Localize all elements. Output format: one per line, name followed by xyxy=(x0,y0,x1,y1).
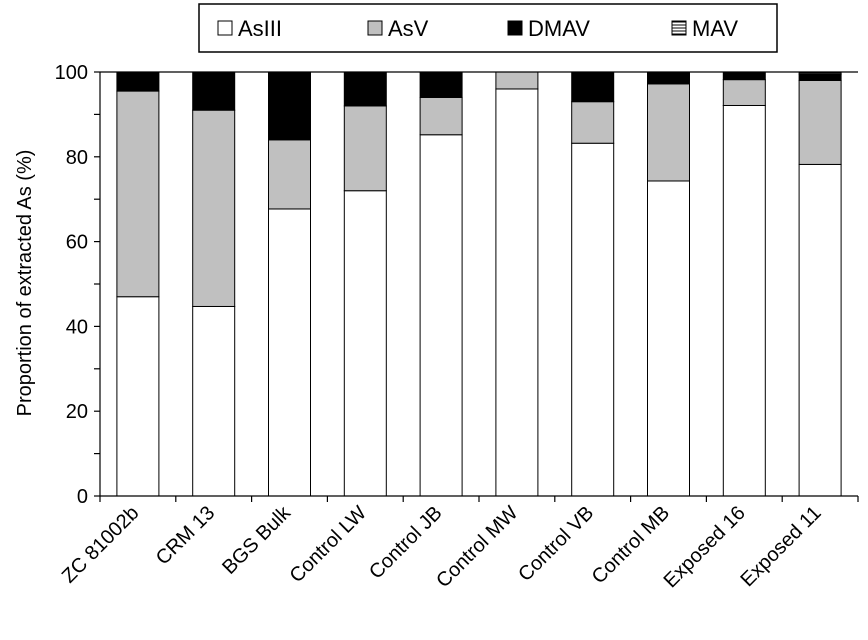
bar-segment-dmav-1 xyxy=(192,71,236,111)
legend-frame xyxy=(198,3,778,53)
bar-segment-dmav-7 xyxy=(647,71,690,85)
x-tick-label-9: Exposed 11 xyxy=(736,502,825,591)
bar-segment-asiii-3 xyxy=(343,190,387,497)
x-tick-label-8: Exposed 16 xyxy=(660,502,750,592)
y-tick-label-80: 80 xyxy=(66,147,88,169)
bar-segment-dmav-4 xyxy=(419,71,463,98)
x-tick-label-0: ZC 81002b xyxy=(58,502,144,588)
x-tick-label-1: CRM 13 xyxy=(152,502,219,569)
bar-segment-asiii-5 xyxy=(495,88,539,497)
bar-segment-asiii-1 xyxy=(192,305,236,497)
y-tick-label-40: 40 xyxy=(66,316,88,338)
legend-label-dmav: DMAV xyxy=(528,16,590,41)
x-tick-label-2: BGS Bulk xyxy=(218,501,296,579)
bar-segment-asv-3 xyxy=(343,105,387,192)
legend: AsIII AsV DMAV MAV xyxy=(198,3,778,53)
y-axis: 0 20 40 60 80 100 xyxy=(55,62,101,508)
bar-segment-asiii-7 xyxy=(647,180,690,497)
bar-segment-asiii-8 xyxy=(722,105,766,497)
legend-swatch-asiii xyxy=(217,20,233,36)
bar-segment-asv-9 xyxy=(798,79,842,165)
bar-segment-asv-6 xyxy=(571,101,615,144)
x-tick-label-4: Control JB xyxy=(365,502,447,584)
bar-segment-dmav-9 xyxy=(798,73,842,81)
y-axis-title: Proportion of extracted As (%) xyxy=(14,150,36,417)
bar-segment-asiii-0 xyxy=(116,296,160,497)
y-tick-label-60: 60 xyxy=(66,232,88,254)
legend-swatch-dmav xyxy=(507,20,523,36)
bar-segment-asiii-4 xyxy=(419,134,463,497)
legend-items: AsIII AsV DMAV MAV xyxy=(217,16,738,41)
bar-segment-asv-2 xyxy=(268,139,311,210)
bar-segment-dmav-0 xyxy=(116,71,160,92)
bar-segment-dmav-2 xyxy=(268,71,311,141)
x-tick-label-6: Control VB xyxy=(514,502,598,586)
bar-segment-asiii-9 xyxy=(798,163,842,497)
bar-segment-dmav-3 xyxy=(343,71,387,107)
bar-segment-asv-5 xyxy=(495,71,539,90)
bar-segment-asv-0 xyxy=(116,90,160,298)
legend-swatch-asv xyxy=(367,20,383,36)
x-tick-label-3: Control LW xyxy=(286,502,371,587)
legend-label-mav: MAV xyxy=(692,16,738,41)
bar-segment-asv-4 xyxy=(419,96,463,136)
y-tick-label-100: 100 xyxy=(55,62,88,84)
bar-segment-dmav-6 xyxy=(571,71,615,103)
bar-segment-asiii-2 xyxy=(268,208,311,497)
bar-segment-asv-8 xyxy=(722,79,766,106)
bar-segment-asv-1 xyxy=(192,109,236,307)
legend-label-asiii: AsIII xyxy=(238,16,282,41)
legend-swatch-mav xyxy=(671,20,687,36)
y-tick-label-20: 20 xyxy=(66,401,88,423)
legend-label-asv: AsV xyxy=(388,16,429,41)
bar-segment-dmav-8 xyxy=(722,71,766,81)
plot-area xyxy=(100,71,858,497)
y-tick-label-0: 0 xyxy=(77,486,88,508)
bar-segment-asiii-6 xyxy=(571,142,615,497)
x-tick-label-5: Control MW xyxy=(432,502,522,592)
bar-segment-asv-7 xyxy=(647,83,690,182)
